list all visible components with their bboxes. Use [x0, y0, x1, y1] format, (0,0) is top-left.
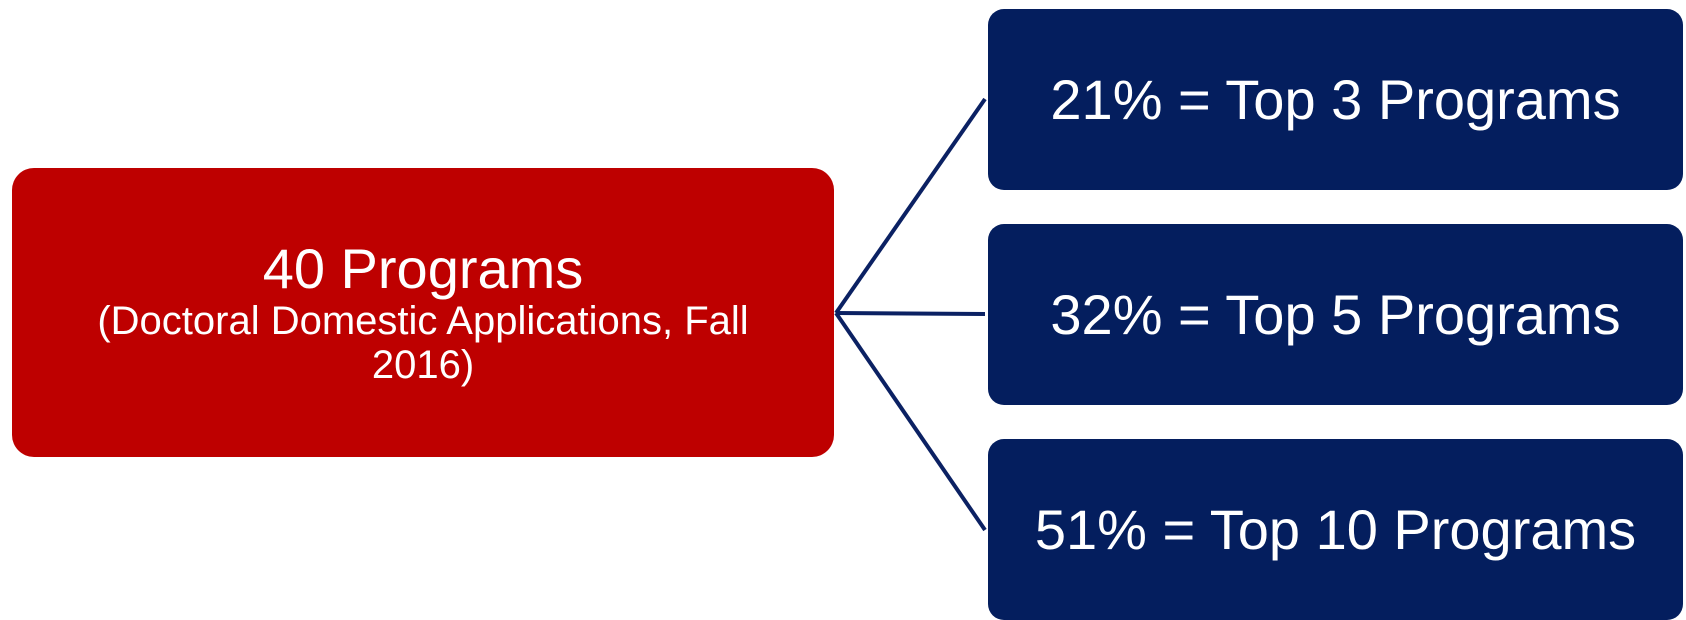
- leaf-node-label: 32% = Top 5 Programs: [1050, 283, 1621, 346]
- leaf-node-top-5: 32% = Top 5 Programs: [988, 224, 1683, 405]
- connector-to-top-10: [834, 311, 987, 532]
- leaf-node-top-10: 51% = Top 10 Programs: [988, 439, 1683, 620]
- root-node-40-programs: 40 Programs (Doctoral Domestic Applicati…: [12, 168, 834, 457]
- leaf-node-label: 51% = Top 10 Programs: [1034, 498, 1637, 561]
- connector-to-top-3: [834, 97, 987, 315]
- leaf-node-label: 21% = Top 3 Programs: [1050, 68, 1621, 131]
- root-node-title: 40 Programs: [262, 236, 584, 300]
- connector-to-top-5: [835, 311, 986, 316]
- root-node-subtitle: (Doctoral Domestic Applications, Fall 20…: [97, 298, 749, 387]
- leaf-node-top-3: 21% = Top 3 Programs: [988, 9, 1683, 190]
